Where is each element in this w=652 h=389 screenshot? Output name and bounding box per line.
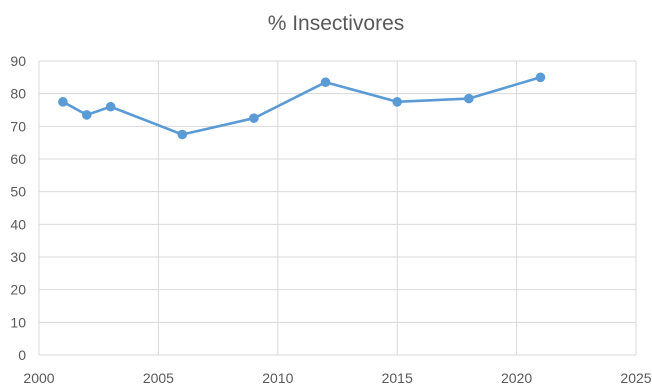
y-tick-label: 40 — [10, 216, 26, 232]
data-point — [81, 110, 92, 120]
data-point — [58, 97, 68, 107]
x-tick-label: 2005 — [143, 370, 174, 386]
x-tick-label: 2015 — [382, 370, 413, 386]
y-tick-label: 0 — [18, 347, 26, 363]
y-tick-label: 30 — [10, 249, 26, 265]
y-tick-label: 70 — [10, 118, 26, 134]
data-point — [105, 101, 116, 112]
y-tick-label: 80 — [10, 86, 26, 102]
x-tick-label: 2020 — [501, 370, 532, 386]
y-tick-label: 10 — [10, 314, 26, 330]
x-tick-label: 2025 — [620, 370, 651, 386]
x-tick-label: 2000 — [23, 370, 54, 386]
y-tick-label: 50 — [10, 184, 26, 200]
y-tick-label: 20 — [10, 282, 26, 298]
data-point — [320, 77, 331, 88]
series-layer — [58, 72, 546, 140]
data-point — [535, 72, 546, 83]
axis-labels: 0 10 20 30 40 50 60 70 80 90 2000 2005 2010 2015 2020 2… — [10, 53, 651, 386]
data-point — [464, 93, 474, 104]
y-tick-label: 90 — [10, 53, 26, 69]
x-tick-label: 2010 — [262, 370, 293, 386]
grid-layer — [38, 60, 637, 356]
y-tick-label: 60 — [10, 151, 26, 167]
chart-title: % Insectivores — [268, 12, 405, 35]
data-point — [392, 97, 403, 107]
data-point — [177, 129, 188, 140]
data-point — [249, 113, 259, 123]
